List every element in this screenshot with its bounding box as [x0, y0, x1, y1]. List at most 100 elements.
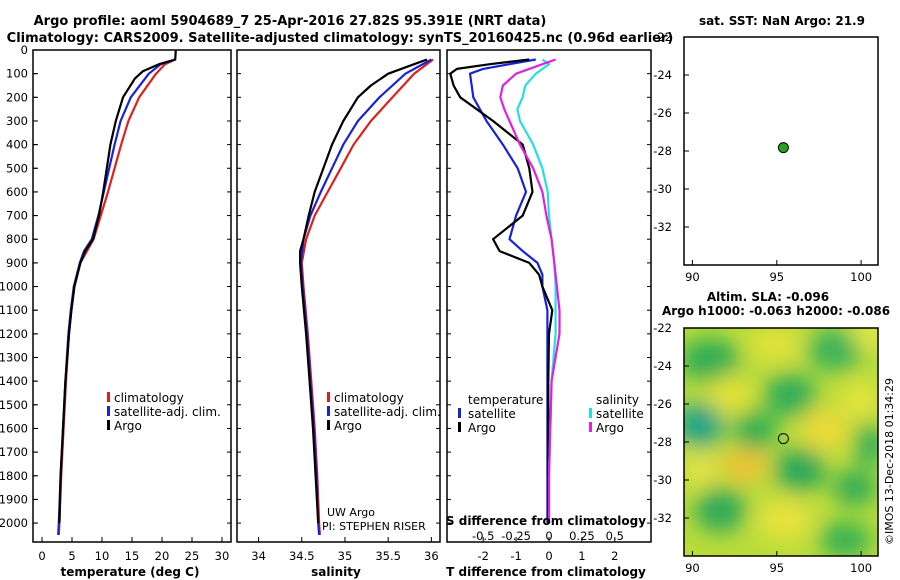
s-diff-tick-label: 0 — [545, 529, 552, 543]
x-tick-label: 35.5 — [375, 549, 401, 563]
map-y-tick-label: -32 — [653, 511, 672, 525]
series-line-temperature-argo — [449, 58, 554, 524]
depth-tick-label: 2000 — [0, 516, 28, 530]
annotation-uw-argo: UW Argo — [327, 506, 375, 519]
s-diff-tick-label: 0.5 — [606, 529, 624, 543]
x-tick-label: 1 — [578, 549, 585, 563]
temperature-legend: climatology satellite-adj. clim. Argo — [107, 391, 221, 433]
depth-tick-label: 600 — [6, 185, 28, 199]
s-diff-tick-label: -0.5 — [472, 529, 494, 543]
salinity-axis-label: salinity — [311, 565, 361, 579]
depth-tick-label: 400 — [6, 138, 28, 152]
depth-tick-label: 800 — [6, 232, 28, 246]
series-line-satellite-adj-clim- — [299, 58, 432, 535]
x-tick-label: 10 — [95, 549, 110, 563]
x-tick-label: 25 — [185, 549, 200, 563]
map-y-tick-label: -24 — [653, 359, 672, 373]
argo-location-marker — [777, 142, 789, 154]
temperature-x-axis: 0 5 10 15 20 25 30 — [38, 537, 229, 563]
series-line-argo — [58, 50, 177, 524]
map-y-tick-label: -22 — [653, 321, 672, 335]
salinity-profile-lines — [299, 58, 434, 535]
legend-swatch-s-satellite — [589, 408, 592, 418]
annotation-pi: PI: STEPHEN RISER — [322, 520, 426, 533]
title-line-1: Argo profile: aoml 5904689_7 25-Apr-2016… — [34, 14, 547, 29]
sla-map-title-1: Altim. SLA: -0.096 — [707, 290, 829, 304]
depth-tick-label: 1000 — [0, 280, 28, 294]
depth-tick-label: 1800 — [0, 469, 28, 483]
map-y-tick-label: -26 — [653, 106, 672, 120]
salinity-legend: climatology satellite-adj. clim. Argo UW… — [322, 391, 441, 533]
map-x-tick-label: 90 — [685, 270, 700, 284]
x-tick-label: 35 — [338, 549, 353, 563]
series-line-satellite-adj-clim- — [57, 58, 177, 535]
legend-swatch-t-argo — [458, 422, 461, 432]
x-tick-label: -2 — [477, 549, 488, 563]
sst-map-axes: 90 95 100 -22 -24 -26 -28 -30 -32 — [653, 30, 872, 284]
legend-swatch-climatology — [107, 392, 110, 402]
sla-map-points — [777, 433, 789, 445]
depth-tick-label: 1600 — [0, 421, 28, 435]
legend-swatch-s-argo — [589, 422, 592, 432]
sst-map-points — [777, 142, 789, 154]
depth-tick-label: 200 — [6, 90, 28, 104]
temperature-axis-label: temperature (deg C) — [61, 565, 200, 579]
series-line-temperature-satellite — [468, 58, 549, 524]
x-tick-label: 15 — [125, 549, 140, 563]
legend-swatch-t-satellite — [458, 408, 461, 418]
t-difference-x-axis: -2 -1 0 1 2 — [477, 537, 618, 563]
legend-swatch-climatology — [327, 392, 330, 402]
s-difference-x-axis: -0.5 -0.25 0 0.25 0.5 — [472, 529, 624, 543]
argo-location-marker — [777, 433, 789, 445]
depth-tick-label: 1500 — [0, 398, 28, 412]
legend-t-argo: Argo — [468, 421, 496, 435]
x-tick-label: 34.5 — [289, 549, 315, 563]
sla-map-axes: 90 95 100 -22 -24 -26 -28 -30 -32 — [653, 321, 872, 575]
depth-tick-label: 1200 — [0, 327, 28, 341]
x-tick-label: 36 — [424, 549, 439, 563]
s-difference-axis-label: S difference from climatology — [446, 514, 646, 528]
depth-tick-label: 1700 — [0, 445, 28, 459]
salinity-x-axis: 34 34.5 35 35.5 36 — [251, 537, 439, 563]
x-tick-label: -1 — [510, 549, 521, 563]
legend-title-temperature: temperature — [468, 393, 543, 407]
sla-map-title-2: Argo h1000: -0.063 h2000: -0.086 — [662, 304, 890, 318]
map-y-tick-label: -24 — [653, 68, 672, 82]
legend-climatology: climatology — [334, 391, 404, 405]
map-y-tick-label: -22 — [653, 30, 672, 44]
depth-tick-label: 100 — [6, 67, 28, 81]
legend-swatch-satellite — [327, 406, 330, 416]
legend-argo: Argo — [334, 419, 362, 433]
difference-legend: temperature salinity satellite Argo sate… — [458, 393, 644, 435]
difference-profile-lines — [449, 58, 561, 524]
legend-swatch-argo — [107, 420, 110, 430]
depth-tick-label: 1900 — [0, 492, 28, 506]
map-y-tick-label: -30 — [653, 473, 672, 487]
map-y-tick-label: -32 — [653, 220, 672, 234]
depth-tick-label: 700 — [6, 209, 28, 223]
depth-tick-label: 1300 — [0, 351, 28, 365]
map-y-tick-label: -26 — [653, 397, 672, 411]
x-tick-label: 5 — [68, 549, 75, 563]
x-tick-label: 30 — [215, 549, 230, 563]
map-x-tick-label: 100 — [850, 270, 872, 284]
x-tick-label: 34 — [251, 549, 266, 563]
legend-climatology: climatology — [114, 391, 184, 405]
map-x-tick-label: 90 — [685, 561, 700, 575]
series-line-argo — [299, 58, 428, 524]
map-y-tick-label: -28 — [653, 144, 672, 158]
s-diff-tick-label: 0.25 — [569, 529, 595, 543]
depth-tick-label: 1400 — [0, 374, 28, 388]
legend-s-satellite: satellite — [596, 407, 644, 421]
temperature-panel-frame — [32, 49, 232, 543]
salinity-panel-frame — [236, 49, 441, 543]
legend-swatch-argo — [327, 420, 330, 430]
legend-argo: Argo — [114, 419, 142, 433]
map-x-tick-label: 100 — [850, 561, 872, 575]
legend-satellite: satellite-adj. clim. — [334, 405, 441, 419]
legend-t-satellite: satellite — [468, 407, 516, 421]
series-line-salinity-argo — [499, 58, 561, 524]
legend-title-salinity: salinity — [596, 393, 639, 407]
sla-heatmap — [684, 328, 878, 556]
